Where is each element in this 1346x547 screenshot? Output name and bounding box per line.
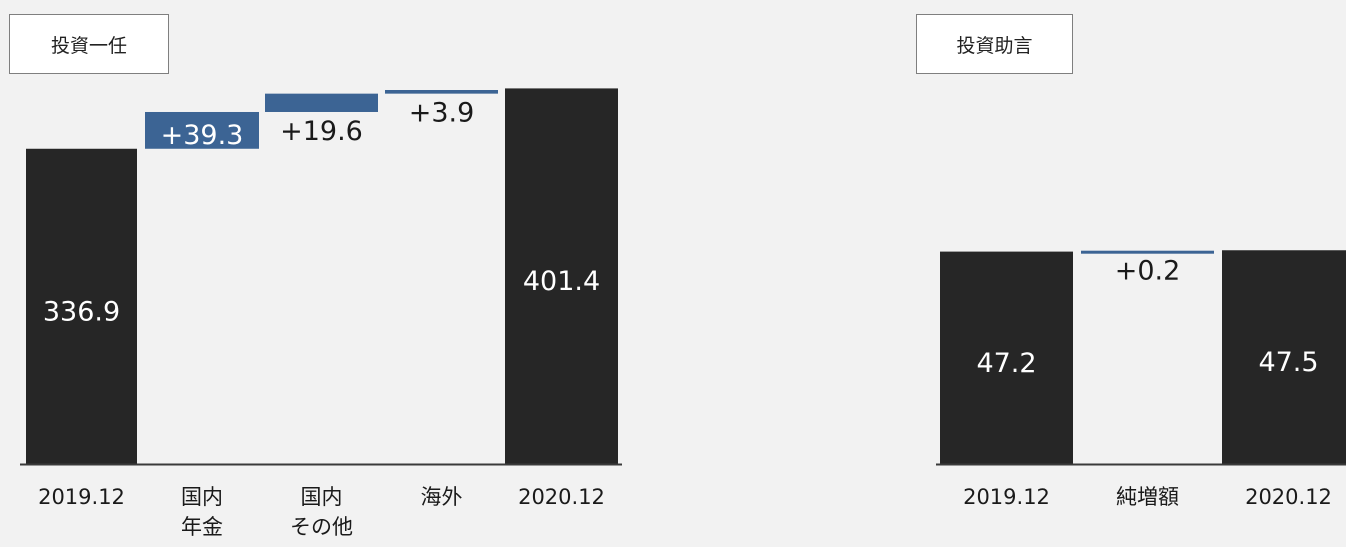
right-category-label-line: 2020.12 <box>1245 485 1332 509</box>
left-value-label-2: +19.6 <box>280 116 363 147</box>
left-chart-title: 投資一任 <box>9 14 169 74</box>
right-category-label-0: 2019.12 <box>963 485 1050 509</box>
left-value-label-4: 401.4 <box>523 266 600 297</box>
left-value-label-1: +39.3 <box>161 120 244 151</box>
left-bar-4 <box>505 88 618 464</box>
right-bar-0 <box>940 251 1073 464</box>
left-category-label-line: 2020.12 <box>518 485 605 509</box>
left-bar-1 <box>145 111 259 149</box>
right-category-label-line: 純増額 <box>1116 485 1179 509</box>
left-category-label-3: 海外 <box>421 485 463 509</box>
left-category-label-4: 2020.12 <box>518 485 605 509</box>
right-category-label-1: 純増額 <box>1116 485 1179 509</box>
left-category-label-line: 2019.12 <box>38 485 125 509</box>
left-category-label-line: その他 <box>290 515 353 539</box>
left-bar-3 <box>385 90 498 94</box>
left-value-label-3: +3.9 <box>409 98 475 129</box>
left-category-label-line: 海外 <box>421 485 463 509</box>
right-value-label-0: 47.2 <box>976 348 1036 379</box>
left-category-label-line: 国内 <box>301 485 343 509</box>
left-category-label-line: 年金 <box>181 515 223 539</box>
left-category-label-0: 2019.12 <box>38 485 125 509</box>
right-bar-2 <box>1222 250 1346 464</box>
right-bar-1 <box>1081 250 1214 254</box>
right-category-label-line: 2019.12 <box>963 485 1050 509</box>
right-chart-title: 投資助言 <box>916 14 1073 74</box>
left-bar-2 <box>265 93 378 112</box>
left-category-label-1: 国内年金 <box>181 485 223 539</box>
left-bar-0 <box>26 148 137 464</box>
right-value-label-2: 47.5 <box>1258 347 1318 378</box>
right-value-label-1: +0.2 <box>1115 256 1181 287</box>
right-category-label-2: 2020.12 <box>1245 485 1332 509</box>
left-category-label-line: 国内 <box>181 485 223 509</box>
left-value-label-0: 336.9 <box>43 296 120 327</box>
left-category-label-2: 国内その他 <box>290 485 353 539</box>
